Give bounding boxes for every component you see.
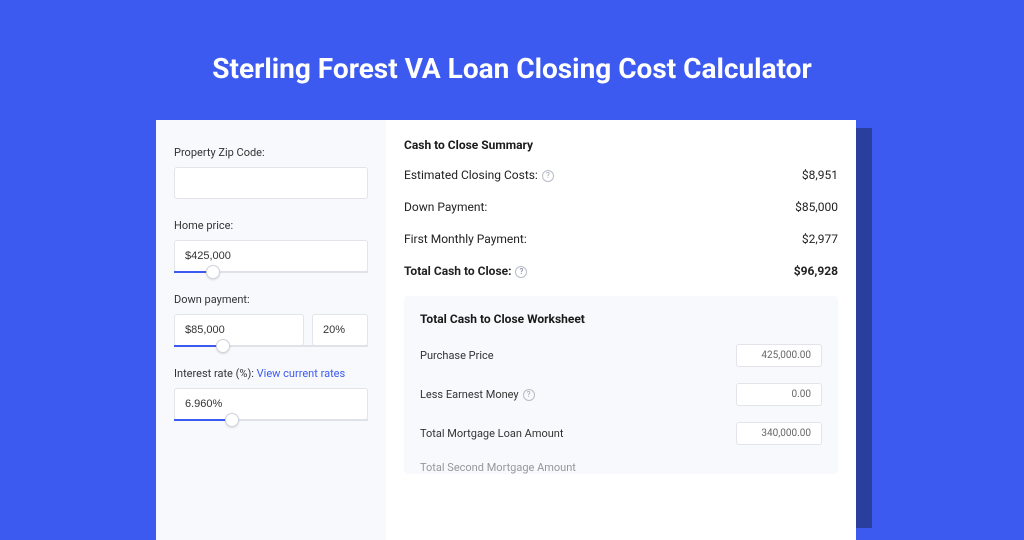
worksheet-rows: Purchase Price 425,000.00 Less Earnest Mon…	[420, 344, 822, 445]
view-rates-link[interactable]: View current rates	[257, 367, 346, 380]
summary-title: Cash to Close Summary	[404, 138, 838, 152]
inputs-sidebar: Property Zip Code: Home price: Down paym…	[156, 120, 386, 540]
summary-row: First Monthly Payment: $2,977	[404, 232, 838, 246]
zip-field-group: Property Zip Code:	[174, 146, 368, 199]
summary-row-label: Total Cash to Close:?	[404, 264, 527, 278]
down-payment-slider-thumb[interactable]	[216, 339, 230, 353]
down-payment-row	[174, 314, 368, 346]
zip-label: Property Zip Code:	[174, 146, 368, 159]
interest-rate-field-group: Interest rate (%): View current rates	[174, 367, 368, 421]
worksheet-title: Total Cash to Close Worksheet	[420, 312, 822, 326]
down-payment-slider[interactable]	[174, 345, 368, 347]
summary-row: Estimated Closing Costs:? $8,951	[404, 168, 838, 182]
home-price-field-group: Home price:	[174, 219, 368, 273]
down-payment-pct-input[interactable]	[312, 314, 368, 346]
worksheet-row-label: Less Earnest Money?	[420, 388, 535, 401]
help-icon[interactable]: ?	[542, 170, 554, 182]
page-title: Sterling Forest VA Loan Closing Cost Cal…	[0, 0, 1024, 109]
down-payment-label: Down payment:	[174, 293, 368, 306]
summary-row-value: $85,000	[795, 200, 838, 214]
help-icon[interactable]: ?	[523, 389, 535, 401]
down-payment-field-group: Down payment:	[174, 293, 368, 347]
worksheet-row-cutoff: Total Second Mortgage Amount	[420, 461, 822, 474]
worksheet-row-value: 425,000.00	[736, 344, 822, 367]
worksheet-row: Total Mortgage Loan Amount 340,000.00	[420, 422, 822, 445]
main-panel: Cash to Close Summary Estimated Closing …	[386, 120, 856, 540]
summary-row-label: First Monthly Payment:	[404, 232, 527, 246]
summary-row-value: $96,928	[794, 264, 838, 278]
calculator-card: Property Zip Code: Home price: Down paym…	[156, 120, 856, 540]
worksheet-row-value: 0.00	[736, 383, 822, 406]
summary-row: Total Cash to Close:? $96,928	[404, 264, 838, 278]
interest-rate-label: Interest rate (%): View current rates	[174, 367, 368, 380]
summary-row-value: $8,951	[802, 168, 838, 182]
down-payment-amount-input[interactable]	[174, 314, 304, 346]
home-price-input[interactable]	[174, 240, 368, 272]
worksheet-row-value: 340,000.00	[736, 422, 822, 445]
interest-rate-label-text: Interest rate (%):	[174, 367, 254, 380]
worksheet-row-label: Total Mortgage Loan Amount	[420, 427, 563, 440]
interest-rate-slider[interactable]	[174, 419, 368, 421]
zip-input[interactable]	[174, 167, 368, 199]
home-price-label: Home price:	[174, 219, 368, 232]
worksheet-row-label: Purchase Price	[420, 349, 494, 362]
interest-rate-input[interactable]	[174, 388, 368, 420]
interest-rate-slider-fill	[174, 419, 232, 421]
summary-row-label: Estimated Closing Costs:?	[404, 168, 554, 182]
summary-rows: Estimated Closing Costs:? $8,951 Down Paym…	[404, 168, 838, 278]
worksheet-panel: Total Cash to Close Worksheet Purchase P…	[404, 296, 838, 474]
summary-row-label: Down Payment:	[404, 200, 487, 214]
interest-rate-slider-thumb[interactable]	[225, 413, 239, 427]
home-price-slider[interactable]	[174, 271, 368, 273]
worksheet-row: Less Earnest Money? 0.00	[420, 383, 822, 406]
worksheet-cutoff-label: Total Second Mortgage Amount	[420, 461, 576, 474]
worksheet-row: Purchase Price 425,000.00	[420, 344, 822, 367]
help-icon[interactable]: ?	[515, 266, 527, 278]
home-price-slider-thumb[interactable]	[206, 265, 220, 279]
summary-row-value: $2,977	[802, 232, 838, 246]
summary-row: Down Payment: $85,000	[404, 200, 838, 214]
